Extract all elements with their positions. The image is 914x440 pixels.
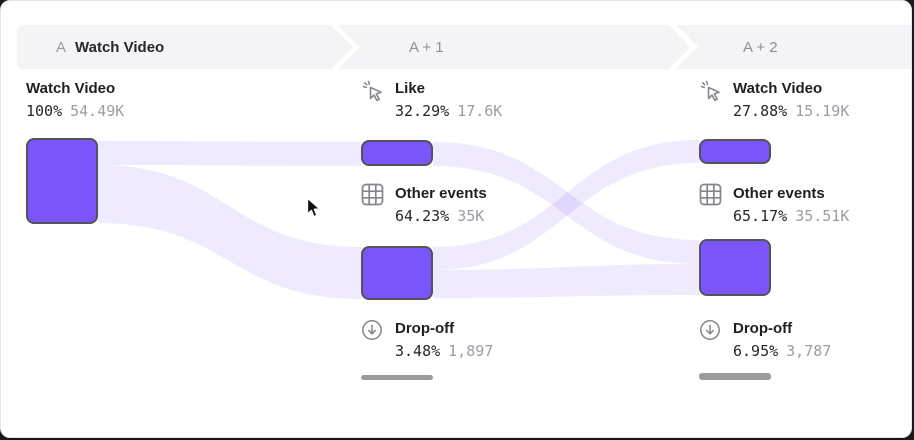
step-header-a2[interactable]: A + 2 — [676, 25, 911, 69]
node-drop-off-step1[interactable] — [361, 375, 433, 380]
event-percent: 27.88% — [733, 102, 788, 120]
event-count: 17.6K — [457, 102, 503, 120]
flow-like-to-otherevents2[interactable] — [433, 142, 699, 264]
event-percent: 3.48% — [395, 342, 441, 360]
event-label-watch-video-step2[interactable]: Watch Video — [733, 80, 823, 97]
event-percent: 32.29% — [395, 102, 450, 120]
event-stats-drop-off-step2: 6.95% 3,787 — [733, 342, 831, 360]
event-label-like[interactable]: Like — [395, 80, 426, 97]
event-percent: 65.17% — [733, 207, 788, 225]
step-header-a2-text: A + 2 — [743, 38, 778, 56]
event-label-watch-video-step0[interactable]: Watch Video — [26, 80, 116, 97]
drop-off-icon — [699, 319, 723, 343]
step-event-name: Watch Video — [75, 38, 165, 56]
flow-otherevents-to-otherevents2[interactable] — [433, 264, 699, 298]
node-watch-video-step2[interactable] — [699, 139, 771, 164]
event-count: 3,787 — [786, 342, 832, 360]
event-label-other-events-step2[interactable]: Other events — [733, 185, 825, 202]
mouse-cursor-icon — [306, 197, 323, 225]
event-percent: 6.95% — [733, 342, 779, 360]
drop-off-icon — [361, 319, 385, 343]
event-stats-other-events-step1: 64.23% 35K — [395, 207, 484, 225]
node-other-events-step2[interactable] — [699, 239, 771, 296]
event-count: 1,897 — [448, 342, 494, 360]
event-label-other-events-step1[interactable]: Other events — [395, 185, 487, 202]
flow-watchvideo-to-like[interactable] — [98, 141, 361, 166]
node-other-events-step1[interactable] — [361, 246, 433, 300]
node-watch-video-step0[interactable] — [26, 138, 98, 224]
event-percent: 64.23% — [395, 207, 450, 225]
event-stats-other-events-step2: 65.17% 35.51K — [733, 207, 849, 225]
node-drop-off-step2[interactable] — [699, 373, 771, 380]
event-stats-watch-video-step2: 27.88% 15.19K — [733, 102, 849, 120]
node-like-step1[interactable] — [361, 140, 433, 166]
step-header-a[interactable]: A Watch Video — [17, 25, 353, 69]
event-count: 35K — [457, 207, 485, 225]
step-header-a1[interactable]: A + 1 — [338, 25, 691, 69]
flow-otherevents-to-watchvideo2[interactable] — [433, 140, 699, 270]
grid-icon — [699, 183, 723, 207]
event-stats-drop-off-step1: 3.48% 1,897 — [395, 342, 493, 360]
event-count: 54.49K — [70, 102, 125, 120]
click-icon — [699, 79, 723, 103]
event-stats-like: 32.29% 17.6K — [395, 102, 502, 120]
grid-icon — [361, 183, 385, 207]
event-stats-watch-video-step0: 100% 54.49K — [26, 102, 124, 120]
event-count: 15.19K — [795, 102, 850, 120]
step-letter: A — [56, 38, 67, 56]
event-count: 35.51K — [795, 207, 850, 225]
event-label-drop-off-step2[interactable]: Drop-off — [733, 320, 793, 337]
step-header-a-text: A Watch Video — [17, 39, 164, 56]
event-label-drop-off-step1[interactable]: Drop-off — [395, 320, 455, 337]
step-header-a1-text: A + 1 — [409, 38, 444, 56]
flow-watchvideo-to-otherevents[interactable] — [98, 165, 361, 299]
click-icon — [361, 79, 385, 103]
event-percent: 100% — [26, 102, 63, 120]
